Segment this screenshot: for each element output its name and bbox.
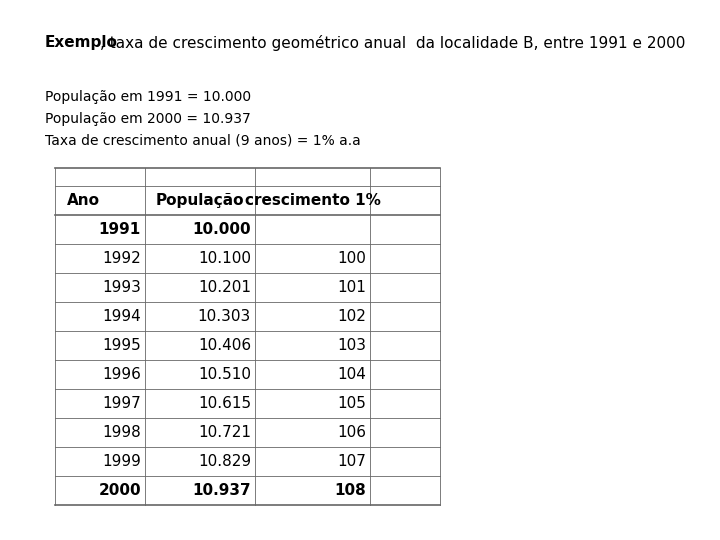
Text: 10.937: 10.937 bbox=[192, 483, 251, 498]
Text: 10.510: 10.510 bbox=[198, 367, 251, 382]
Text: População em 1991 = 10.000: População em 1991 = 10.000 bbox=[45, 90, 251, 104]
Text: 103: 103 bbox=[337, 338, 366, 353]
Text: 1994: 1994 bbox=[102, 309, 141, 324]
Text: 1999: 1999 bbox=[102, 454, 141, 469]
Text: crescimento 1%: crescimento 1% bbox=[245, 193, 380, 208]
Text: 108: 108 bbox=[334, 483, 366, 498]
Text: 101: 101 bbox=[337, 280, 366, 295]
Text: 2000: 2000 bbox=[99, 483, 141, 498]
Text: População em 2000 = 10.937: População em 2000 = 10.937 bbox=[45, 112, 251, 126]
Text: 1996: 1996 bbox=[102, 367, 141, 382]
Text: 1995: 1995 bbox=[102, 338, 141, 353]
Text: Ano: Ano bbox=[67, 193, 100, 208]
Text: 10.303: 10.303 bbox=[198, 309, 251, 324]
Text: Exemplo: Exemplo bbox=[45, 35, 118, 50]
Text: 105: 105 bbox=[337, 396, 366, 411]
Text: , taxa de crescimento geométrico anual  da localidade B, entre 1991 e 2000: , taxa de crescimento geométrico anual d… bbox=[100, 35, 685, 51]
Text: 10.406: 10.406 bbox=[198, 338, 251, 353]
Text: 104: 104 bbox=[337, 367, 366, 382]
Text: 10.000: 10.000 bbox=[192, 222, 251, 237]
Text: 10.100: 10.100 bbox=[198, 251, 251, 266]
Text: 102: 102 bbox=[337, 309, 366, 324]
Text: 10.201: 10.201 bbox=[198, 280, 251, 295]
Text: 10.721: 10.721 bbox=[198, 425, 251, 440]
Text: 1993: 1993 bbox=[102, 280, 141, 295]
Text: 1991: 1991 bbox=[99, 222, 141, 237]
Text: 106: 106 bbox=[337, 425, 366, 440]
Text: Taxa de crescimento anual (9 anos) = 1% a.a: Taxa de crescimento anual (9 anos) = 1% … bbox=[45, 134, 361, 148]
Text: 1998: 1998 bbox=[102, 425, 141, 440]
Text: 10.615: 10.615 bbox=[198, 396, 251, 411]
Text: 1992: 1992 bbox=[102, 251, 141, 266]
Text: 107: 107 bbox=[337, 454, 366, 469]
Text: 1997: 1997 bbox=[102, 396, 141, 411]
Text: População: População bbox=[156, 193, 244, 208]
Text: 100: 100 bbox=[337, 251, 366, 266]
Text: 10.829: 10.829 bbox=[198, 454, 251, 469]
